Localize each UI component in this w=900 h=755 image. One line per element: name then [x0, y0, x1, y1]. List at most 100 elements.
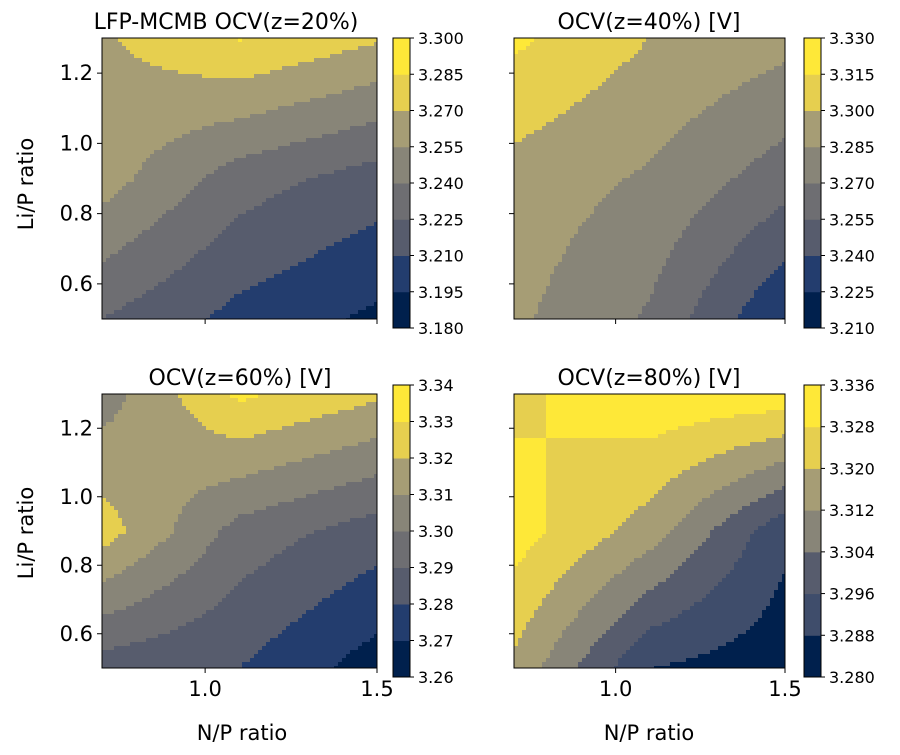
contour-cell [250, 122, 254, 126]
contour-cell [110, 182, 114, 186]
contour-cell [210, 166, 214, 170]
contour-cell [330, 138, 334, 142]
contour-cell [154, 202, 158, 206]
contour-cell [238, 122, 242, 126]
contour-cell [322, 46, 326, 50]
contour-cell [226, 50, 230, 54]
contour-cell [330, 126, 334, 130]
contour-cell [366, 130, 370, 134]
contour-cell [158, 70, 162, 74]
contour-cell [194, 118, 198, 122]
contour-cell [106, 146, 110, 150]
contour-cell [254, 142, 258, 146]
contour-cell [294, 38, 298, 42]
contour-cell [186, 154, 190, 158]
contour-cell [366, 46, 370, 50]
contour-cell [186, 138, 190, 142]
contour-cell [362, 70, 366, 74]
contour-cell [254, 90, 258, 94]
contour-cell [182, 154, 186, 158]
contour-cell [266, 174, 270, 178]
contour-cell [154, 178, 158, 182]
contour-cell [126, 182, 130, 186]
contour-cell [254, 78, 258, 82]
contour-cell [198, 178, 202, 182]
contour-cell [154, 62, 158, 66]
contour-cell [162, 110, 166, 114]
contour-cell [346, 130, 350, 134]
contour-cell [102, 94, 106, 98]
contour-cell [142, 66, 146, 70]
contour-cell [298, 122, 302, 126]
contour-cell [270, 46, 274, 50]
contour-cell [158, 58, 162, 62]
contour-cell [118, 58, 122, 62]
contour-cell [162, 102, 166, 106]
contour-cell [330, 198, 334, 202]
contour-cell [310, 78, 314, 82]
contour-cell [334, 78, 338, 82]
contour-cell [326, 138, 330, 142]
contour-cell [126, 94, 130, 98]
contour-cell [250, 94, 254, 98]
contour-cell [182, 70, 186, 74]
contour-cell [238, 114, 242, 118]
contour-cell [146, 86, 150, 90]
contour-cell [210, 150, 214, 154]
contour-cell [274, 118, 278, 122]
contour-cell [102, 178, 106, 182]
contour-cell [194, 114, 198, 118]
contour-cell [342, 194, 346, 198]
contour-cell [130, 170, 134, 174]
contour-cell [114, 158, 118, 162]
contour-cell [102, 202, 106, 206]
contour-cell [314, 150, 318, 154]
contour-cell [338, 182, 342, 186]
contour-cell [198, 190, 202, 194]
contour-cell [182, 190, 186, 194]
contour-cell [122, 50, 126, 54]
contour-cell [122, 90, 126, 94]
contour-cell [138, 186, 142, 190]
contour-cell [322, 126, 326, 130]
contour-cell [126, 166, 130, 170]
contour-cell [334, 166, 338, 170]
contour-cell [230, 142, 234, 146]
contour-cell [210, 146, 214, 150]
contour-cell [246, 114, 250, 118]
contour-cell [262, 166, 266, 170]
contour-cell [198, 130, 202, 134]
contour-cell [310, 198, 314, 202]
contour-cell [350, 122, 354, 126]
contour-cell [162, 138, 166, 142]
contour-cell [202, 98, 206, 102]
contour-cell [110, 146, 114, 150]
contour-cell [102, 158, 106, 162]
contour-cell [314, 58, 318, 62]
contour-cell [174, 70, 178, 74]
contour-cell [326, 70, 330, 74]
contour-cell [250, 158, 254, 162]
contour-cell [174, 90, 178, 94]
contour-cell [270, 202, 274, 206]
contour-cell [162, 202, 166, 206]
contour-cell [290, 78, 294, 82]
contour-cell [306, 146, 310, 150]
contour-cell [254, 146, 258, 150]
contour-cell [218, 162, 222, 166]
contour-cell [158, 162, 162, 166]
contour-cell [222, 186, 226, 190]
contour-cell [290, 186, 294, 190]
contour-cell [170, 154, 174, 158]
contour-cell [286, 154, 290, 158]
contour-cell [286, 86, 290, 90]
contour-cell [314, 142, 318, 146]
contour-cell [134, 70, 138, 74]
contour-cell [310, 70, 314, 74]
contour-cell [170, 174, 174, 178]
contour-cell [358, 178, 362, 182]
contour-cell [250, 118, 254, 122]
contour-cell [222, 50, 226, 54]
contour-cell [338, 38, 342, 42]
contour-cell [106, 46, 110, 50]
